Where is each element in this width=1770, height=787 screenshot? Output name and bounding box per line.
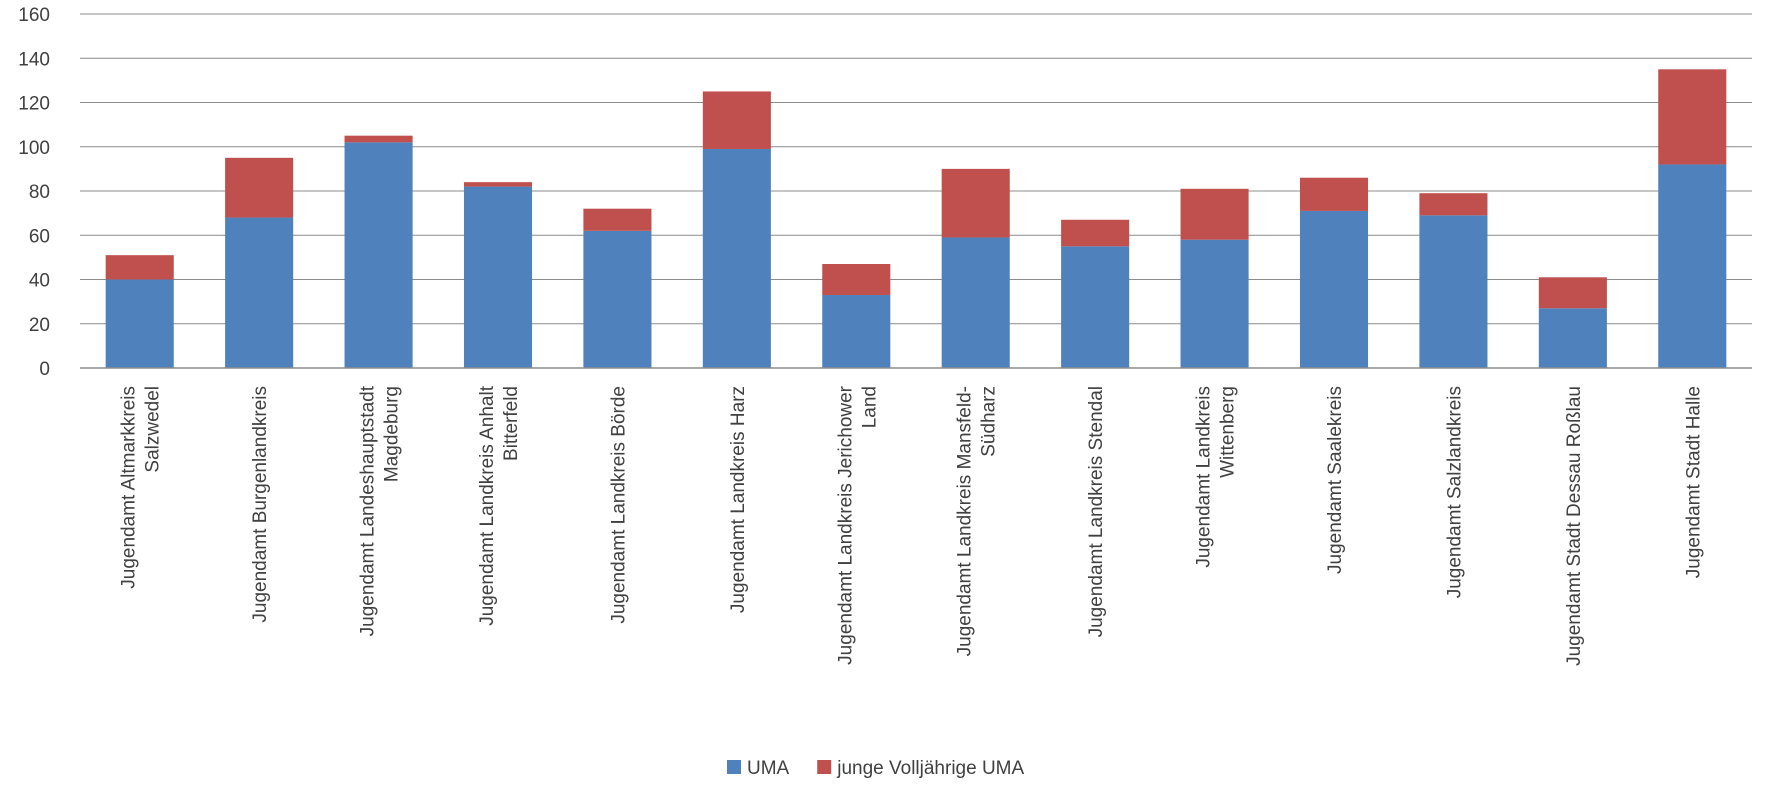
category-label: Jugendamt Landkreis Jerichower Land <box>835 385 880 664</box>
bar-junge-volljaehrige-uma <box>1658 69 1727 165</box>
category-label: Jugendamt Salzlandkreis <box>1444 386 1465 598</box>
category-label-line: Jugendamt Landkreis <box>1194 386 1215 568</box>
category-label: Jugendamt Landkreis Anhalt Bitterfeld <box>477 385 522 625</box>
category-label-line: Magdeburg <box>382 386 403 482</box>
category-label: Jugendamt Landeshauptstadt Magdeburg <box>358 385 403 636</box>
category-label-line: Land <box>859 386 880 428</box>
bar-junge-volljaehrige-uma <box>225 157 294 218</box>
category-label-line: Jugendamt Burgenlandkreis <box>250 386 271 623</box>
bar-junge-volljaehrige-uma <box>941 168 1010 238</box>
bar-junge-volljaehrige-uma <box>463 182 533 187</box>
legend-label: UMA <box>747 758 790 779</box>
y-tick-label: 160 <box>18 5 50 26</box>
category-label: Jugendamt Burgenlandkreis <box>250 386 271 623</box>
category-label-line: Jugendamt Landkreis Stendal <box>1086 386 1107 637</box>
bar-uma <box>1299 210 1369 368</box>
y-tick-label: 20 <box>29 315 50 336</box>
y-tick-label: 100 <box>18 138 50 159</box>
category-label-line: Jugendamt Altmarkkreis <box>119 386 140 589</box>
y-tick-label: 60 <box>29 226 50 247</box>
bar-junge-volljaehrige-uma <box>702 91 771 149</box>
bar-junge-volljaehrige-uma <box>105 255 174 280</box>
category-label-line: Jugendamt Stadt Dessau Roßlau <box>1564 386 1585 666</box>
category-label: Jugendamt Landkreis Harz <box>728 386 749 613</box>
bar-junge-volljaehrige-uma <box>822 264 891 295</box>
bar-uma <box>941 237 1010 368</box>
bar-uma <box>822 294 891 368</box>
category-label: Jugendamt Altmarkkreis Salzwedel <box>119 386 164 589</box>
bar-junge-volljaehrige-uma <box>1061 219 1130 247</box>
bar-uma <box>702 148 771 368</box>
category-label: Jugendamt Stadt Halle <box>1683 386 1704 578</box>
category-label-line: Jugendamt Landkreis Anhalt <box>477 385 498 625</box>
bar-uma <box>344 142 413 368</box>
category-label-line: Jugendamt Saalekreis <box>1325 386 1346 574</box>
bars <box>105 69 1727 368</box>
category-label: Jugendamt Saalekreis <box>1325 386 1346 574</box>
bar-junge-volljaehrige-uma <box>344 135 413 143</box>
bar-junge-volljaehrige-uma <box>1299 177 1369 211</box>
category-label-line: Jugendamt Stadt Halle <box>1683 386 1704 578</box>
bar-junge-volljaehrige-uma <box>1538 277 1607 309</box>
category-label: Jugendamt Landkreis Börde <box>608 386 629 624</box>
category-label: Jugendamt Landkreis Stendal <box>1086 386 1107 637</box>
category-label-line: Südharz <box>979 386 1000 457</box>
category-label-line: Jugendamt Landkreis Harz <box>728 386 749 613</box>
gridlines <box>80 13 1752 325</box>
legend-swatch <box>817 760 832 774</box>
y-axis-ticks: 0 20 40 60 80 100 120 140 160 <box>18 5 50 380</box>
legend-label: junge Volljährige UMA <box>836 758 1024 779</box>
bar-uma <box>1419 215 1488 368</box>
bar-uma <box>1658 164 1727 368</box>
y-tick-label: 80 <box>29 182 50 203</box>
category-label-line: Salzwedel <box>143 386 164 473</box>
category-label-line: Bitterfeld <box>501 386 522 461</box>
category-label-line: Jugendamt Landkreis Mansfeld- <box>955 386 976 656</box>
legend: UMA junge Volljährige UMA <box>727 758 1025 779</box>
bar-uma <box>105 279 174 368</box>
category-label: Jugendamt Stadt Dessau Roßlau <box>1564 386 1585 666</box>
category-label: Jugendamt Landkreis Mansfeld- Südharz <box>955 386 1000 656</box>
legend-swatch <box>727 760 741 774</box>
category-label-line: Jugendamt Landkreis Jerichower <box>835 385 856 664</box>
bar-uma <box>583 230 652 368</box>
category-label-line: Wittenberg <box>1218 386 1239 478</box>
category-label-line: Jugendamt Landkreis Börde <box>608 386 629 624</box>
category-label: Jugendamt Landkreis Wittenberg <box>1194 386 1239 568</box>
bar-uma <box>1061 246 1130 368</box>
bar-junge-volljaehrige-uma <box>1419 193 1488 216</box>
y-tick-label: 40 <box>29 271 50 292</box>
bar-uma <box>1538 308 1607 368</box>
bar-junge-volljaehrige-uma <box>583 208 652 231</box>
y-tick-label: 120 <box>18 94 50 115</box>
bar-uma <box>463 186 533 368</box>
bar-junge-volljaehrige-uma <box>1180 188 1249 240</box>
category-labels: Jugendamt Altmarkkreis Salzwedel Jugendamt… <box>119 385 1705 666</box>
category-label-line: Jugendamt Landeshauptstadt <box>358 385 379 636</box>
y-tick-label: 0 <box>39 359 50 380</box>
bar-uma <box>225 217 294 368</box>
bar-uma <box>1180 239 1249 368</box>
category-label-line: Jugendamt Salzlandkreis <box>1444 386 1465 598</box>
y-tick-label: 140 <box>18 49 50 70</box>
